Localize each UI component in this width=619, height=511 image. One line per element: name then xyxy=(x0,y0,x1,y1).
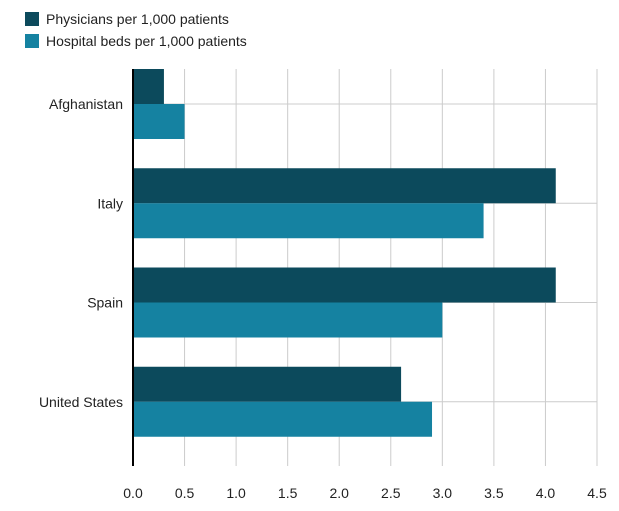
y-category-label: United States xyxy=(39,394,123,410)
y-category-label: Afghanistan xyxy=(49,96,123,112)
bar-italy-hospital-beds xyxy=(133,203,484,239)
legend-label-physicians: Physicians per 1,000 patients xyxy=(46,11,229,27)
x-tick-label: 0.0 xyxy=(123,485,143,501)
x-tick-label: 3.5 xyxy=(484,485,504,501)
x-tick-label: 1.5 xyxy=(278,485,298,501)
bar-afghanistan-physicians xyxy=(133,69,164,104)
y-category-label: Spain xyxy=(87,295,123,311)
x-tick-label: 0.5 xyxy=(175,485,195,501)
legend: Physicians per 1,000 patients Hospital b… xyxy=(25,8,247,52)
x-tick-label: 2.0 xyxy=(329,485,349,501)
x-tick-label: 4.5 xyxy=(587,485,607,501)
bar-united-states-hospital-beds xyxy=(133,401,433,437)
bar-afghanistan-hospital-beds xyxy=(133,104,185,139)
x-tick-label: 1.0 xyxy=(226,485,246,501)
x-tick-label: 2.5 xyxy=(381,485,401,501)
bar-spain-hospital-beds xyxy=(133,302,443,338)
x-tick-label: 3.0 xyxy=(433,485,453,501)
legend-item-hospital-beds[interactable]: Hospital beds per 1,000 patients xyxy=(25,30,247,52)
legend-swatch-physicians xyxy=(25,12,39,26)
legend-swatch-hospital-beds xyxy=(25,34,39,48)
bar-italy-physicians xyxy=(133,168,556,204)
y-category-label: Italy xyxy=(97,195,123,211)
bar-spain-physicians xyxy=(133,267,556,303)
legend-item-physicians[interactable]: Physicians per 1,000 patients xyxy=(25,8,247,30)
legend-label-hospital-beds: Hospital beds per 1,000 patients xyxy=(46,33,247,49)
bar-united-states-physicians xyxy=(133,366,402,402)
x-tick-label: 4.0 xyxy=(536,485,556,501)
